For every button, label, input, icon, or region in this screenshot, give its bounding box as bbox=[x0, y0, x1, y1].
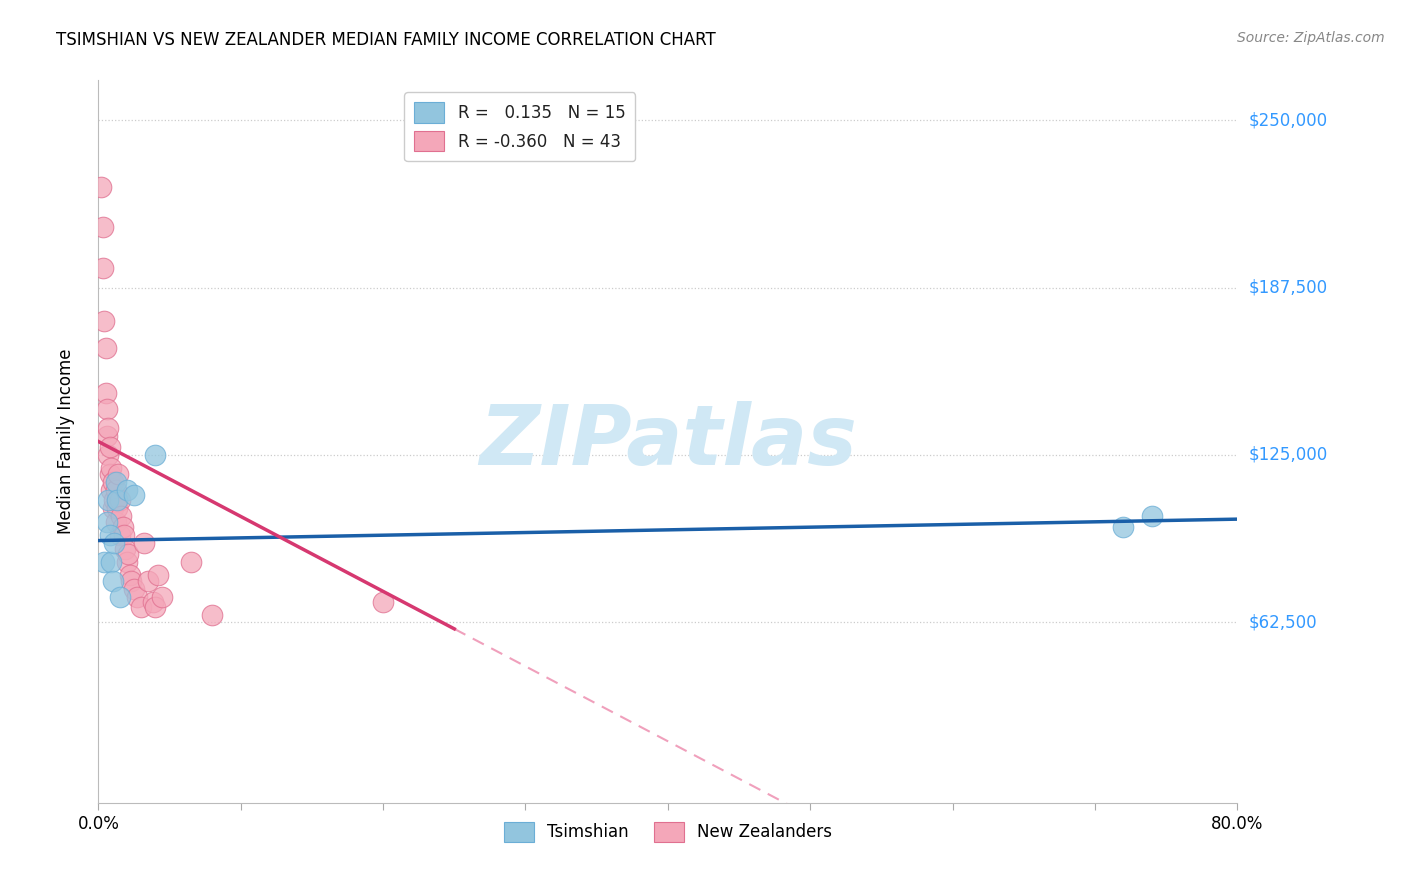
Point bbox=[97, 493, 120, 508]
Text: Source: ZipAtlas.com: Source: ZipAtlas.com bbox=[1237, 31, 1385, 45]
Point bbox=[118, 568, 141, 582]
Point bbox=[104, 483, 127, 497]
Point bbox=[94, 341, 117, 355]
Point bbox=[103, 536, 125, 550]
Point bbox=[91, 260, 114, 275]
Point bbox=[148, 568, 170, 582]
Point bbox=[115, 483, 138, 497]
Point bbox=[98, 440, 121, 454]
Point bbox=[108, 590, 131, 604]
Point bbox=[98, 467, 121, 481]
Point bbox=[108, 528, 131, 542]
Text: $125,000: $125,000 bbox=[1249, 446, 1327, 464]
Text: $187,500: $187,500 bbox=[1249, 278, 1327, 297]
Point bbox=[180, 555, 202, 569]
Point bbox=[93, 555, 115, 569]
Point bbox=[107, 467, 129, 481]
Point bbox=[115, 555, 138, 569]
Point bbox=[104, 515, 127, 529]
Point bbox=[120, 574, 142, 588]
Point bbox=[145, 448, 167, 462]
Point bbox=[96, 515, 118, 529]
Point bbox=[141, 595, 163, 609]
Point bbox=[108, 493, 131, 508]
Point bbox=[97, 421, 120, 435]
Point bbox=[373, 595, 395, 609]
Point bbox=[100, 461, 122, 475]
Point bbox=[90, 180, 112, 194]
Point bbox=[112, 528, 135, 542]
Point bbox=[1112, 520, 1135, 534]
Point bbox=[105, 493, 128, 508]
Legend: Tsimshian, New Zealanders: Tsimshian, New Zealanders bbox=[498, 815, 838, 848]
Point bbox=[105, 501, 128, 516]
Point bbox=[114, 541, 136, 556]
Point bbox=[201, 608, 224, 623]
Point bbox=[96, 429, 118, 443]
Point bbox=[145, 600, 167, 615]
Point bbox=[111, 520, 134, 534]
Point bbox=[136, 574, 159, 588]
Point bbox=[96, 402, 118, 417]
Point bbox=[132, 536, 155, 550]
Point bbox=[97, 448, 120, 462]
Point bbox=[110, 509, 132, 524]
Point bbox=[122, 582, 145, 596]
Point bbox=[104, 475, 127, 489]
Point bbox=[93, 314, 115, 328]
Point bbox=[100, 555, 122, 569]
Point bbox=[129, 600, 152, 615]
Text: $62,500: $62,500 bbox=[1249, 613, 1317, 632]
Point bbox=[1140, 509, 1163, 524]
Point bbox=[103, 493, 125, 508]
Point bbox=[100, 483, 122, 497]
Point bbox=[101, 475, 124, 489]
Text: ZIPatlas: ZIPatlas bbox=[479, 401, 856, 482]
Y-axis label: Median Family Income: Median Family Income bbox=[56, 349, 75, 534]
Point bbox=[152, 590, 174, 604]
Point bbox=[94, 386, 117, 401]
Point bbox=[101, 501, 124, 516]
Point bbox=[101, 574, 124, 588]
Text: $250,000: $250,000 bbox=[1249, 112, 1327, 129]
Point bbox=[91, 220, 114, 235]
Point bbox=[125, 590, 148, 604]
Point bbox=[117, 547, 139, 561]
Text: TSIMSHIAN VS NEW ZEALANDER MEDIAN FAMILY INCOME CORRELATION CHART: TSIMSHIAN VS NEW ZEALANDER MEDIAN FAMILY… bbox=[56, 31, 716, 49]
Point bbox=[98, 528, 121, 542]
Point bbox=[122, 488, 145, 502]
